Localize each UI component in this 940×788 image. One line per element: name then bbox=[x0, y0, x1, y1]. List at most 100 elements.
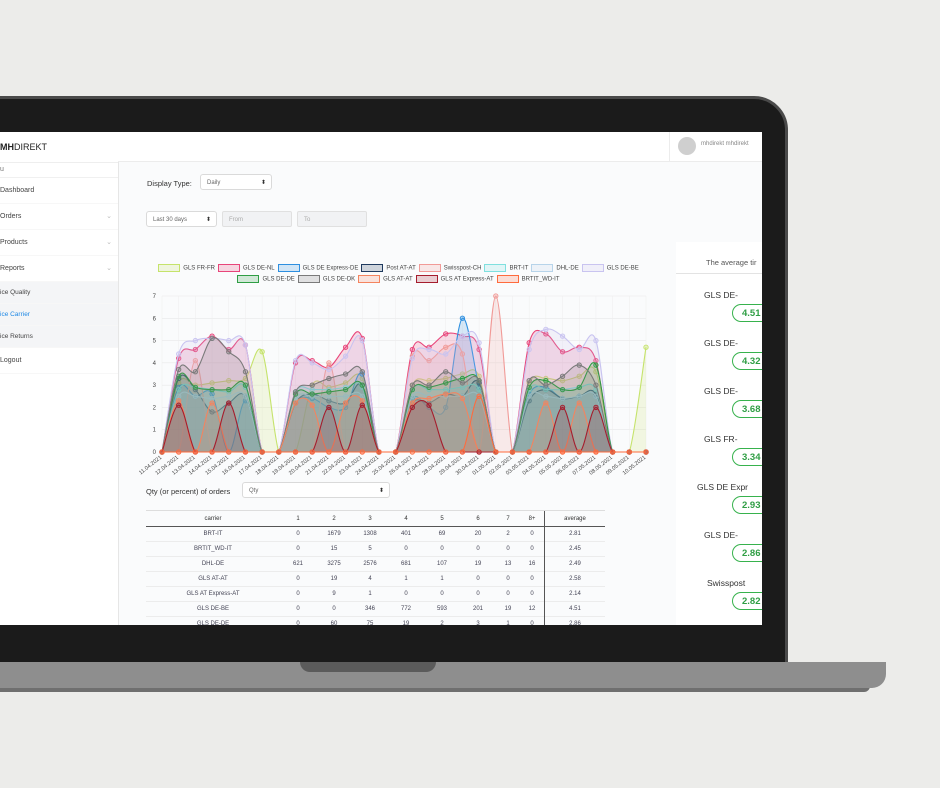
data-point[interactable] bbox=[576, 400, 582, 406]
data-point[interactable] bbox=[342, 386, 349, 393]
data-point[interactable] bbox=[192, 449, 199, 455]
legend-item[interactable]: GLS AT-AT bbox=[358, 275, 413, 283]
display-type-select[interactable]: Daily ⬍ bbox=[200, 174, 272, 190]
data-point[interactable] bbox=[593, 404, 599, 411]
data-point[interactable] bbox=[326, 375, 332, 382]
data-point[interactable] bbox=[459, 333, 466, 339]
data-point[interactable] bbox=[393, 449, 399, 455]
data-point[interactable] bbox=[576, 384, 582, 391]
data-point[interactable] bbox=[259, 449, 265, 455]
data-point[interactable] bbox=[409, 355, 415, 362]
data-point[interactable] bbox=[409, 346, 415, 353]
column-header[interactable]: average bbox=[544, 510, 605, 527]
data-point[interactable] bbox=[176, 386, 182, 393]
data-point[interactable] bbox=[459, 375, 466, 382]
data-point[interactable] bbox=[359, 382, 365, 388]
legend-item[interactable]: GLS DE-DE bbox=[237, 275, 295, 283]
data-point[interactable] bbox=[292, 389, 299, 395]
data-point[interactable] bbox=[443, 404, 449, 411]
data-point[interactable] bbox=[226, 349, 232, 355]
data-point[interactable] bbox=[326, 449, 332, 455]
data-point[interactable] bbox=[242, 342, 249, 348]
data-point[interactable] bbox=[426, 402, 432, 408]
data-point[interactable] bbox=[526, 346, 532, 353]
data-point[interactable] bbox=[209, 335, 215, 341]
data-point[interactable] bbox=[309, 382, 315, 388]
data-point[interactable] bbox=[476, 378, 482, 384]
data-point[interactable] bbox=[543, 378, 549, 384]
data-point[interactable] bbox=[443, 331, 449, 337]
data-point[interactable] bbox=[342, 400, 349, 406]
data-point[interactable] bbox=[176, 398, 182, 404]
data-point[interactable] bbox=[543, 382, 549, 388]
column-header[interactable]: 7 bbox=[496, 510, 520, 527]
data-point[interactable] bbox=[409, 449, 415, 455]
legend-item[interactable]: Swisspost-CH bbox=[418, 264, 481, 272]
data-point[interactable] bbox=[409, 400, 415, 406]
data-point[interactable] bbox=[593, 337, 599, 344]
data-point[interactable] bbox=[426, 346, 432, 353]
data-point[interactable] bbox=[209, 400, 215, 406]
legend-item[interactable]: GLS DE Express-DE bbox=[277, 264, 358, 272]
data-point[interactable] bbox=[443, 391, 449, 397]
data-point[interactable] bbox=[326, 360, 332, 366]
data-point[interactable] bbox=[209, 386, 215, 393]
legend-item[interactable]: BRTIT_WD-IT bbox=[496, 275, 560, 283]
legend-item[interactable]: DHL-DE bbox=[531, 264, 579, 272]
data-point[interactable] bbox=[576, 449, 582, 455]
column-header[interactable]: 4 bbox=[388, 510, 424, 527]
data-point[interactable] bbox=[526, 378, 532, 384]
data-point[interactable] bbox=[459, 315, 466, 321]
column-header[interactable]: 8+ bbox=[520, 510, 545, 527]
data-point[interactable] bbox=[242, 393, 249, 399]
data-point[interactable] bbox=[242, 449, 249, 455]
data-point[interactable] bbox=[476, 393, 482, 399]
data-point[interactable] bbox=[426, 382, 432, 388]
data-point[interactable] bbox=[209, 449, 215, 455]
data-point[interactable] bbox=[459, 380, 466, 386]
data-point[interactable] bbox=[426, 449, 432, 455]
data-point[interactable] bbox=[359, 449, 365, 455]
data-point[interactable] bbox=[609, 449, 616, 455]
data-point[interactable] bbox=[459, 351, 466, 357]
data-point[interactable] bbox=[576, 362, 582, 368]
data-point[interactable] bbox=[226, 337, 232, 344]
column-header[interactable]: 5 bbox=[424, 510, 460, 527]
column-header[interactable]: 6 bbox=[460, 510, 496, 527]
data-point[interactable] bbox=[342, 371, 349, 377]
data-point[interactable] bbox=[559, 333, 566, 339]
to-date-input[interactable]: To bbox=[297, 211, 367, 227]
data-point[interactable] bbox=[559, 349, 566, 355]
sidebar-item-logout[interactable]: Logout bbox=[0, 348, 118, 374]
data-point[interactable] bbox=[543, 400, 549, 406]
data-point[interactable] bbox=[643, 344, 649, 350]
data-point[interactable] bbox=[359, 337, 365, 344]
data-point[interactable] bbox=[192, 337, 199, 344]
data-point[interactable] bbox=[359, 398, 365, 404]
data-point[interactable] bbox=[342, 393, 349, 399]
from-date-input[interactable]: From bbox=[222, 211, 292, 227]
data-point[interactable] bbox=[409, 382, 415, 388]
data-point[interactable] bbox=[309, 449, 315, 455]
data-point[interactable] bbox=[443, 344, 449, 350]
sidebar-item-dashboard[interactable]: Dashboard bbox=[0, 178, 118, 204]
data-point[interactable] bbox=[409, 404, 415, 411]
data-point[interactable] bbox=[326, 389, 332, 395]
data-point[interactable] bbox=[226, 400, 232, 406]
data-point[interactable] bbox=[259, 349, 265, 355]
data-point[interactable] bbox=[543, 326, 549, 333]
data-point[interactable] bbox=[443, 369, 449, 375]
data-point[interactable] bbox=[209, 380, 215, 386]
data-point[interactable] bbox=[176, 402, 182, 408]
data-point[interactable] bbox=[192, 384, 199, 391]
data-point[interactable] bbox=[292, 449, 299, 455]
data-point[interactable] bbox=[209, 409, 215, 415]
data-point[interactable] bbox=[309, 391, 315, 397]
data-point[interactable] bbox=[376, 449, 382, 455]
data-point[interactable] bbox=[643, 449, 649, 455]
legend-item[interactable]: GLS FR-FR bbox=[158, 264, 215, 272]
data-point[interactable] bbox=[559, 386, 566, 393]
data-point[interactable] bbox=[226, 386, 232, 393]
data-point[interactable] bbox=[326, 366, 332, 373]
data-point[interactable] bbox=[309, 402, 315, 408]
